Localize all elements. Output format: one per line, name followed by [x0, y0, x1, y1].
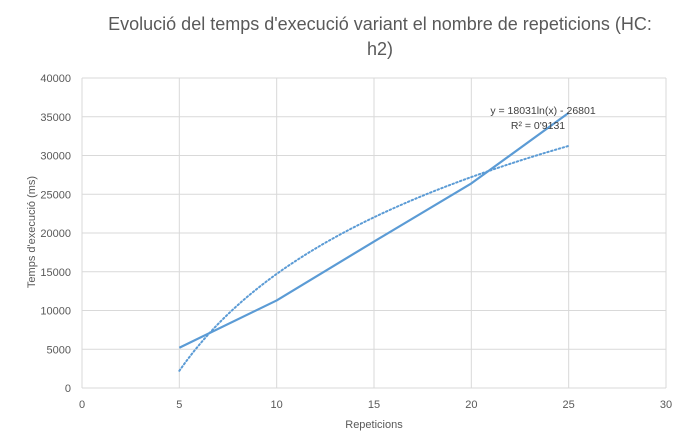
x-tick-label: 20 [465, 399, 477, 411]
trendline-r-squared: R² = 0'9131 [511, 120, 565, 132]
y-tick-label: 40000 [40, 73, 71, 85]
x-tick-label: 30 [660, 399, 672, 411]
chart-title-line2: h2) [367, 39, 393, 59]
x-tick-label: 10 [271, 399, 283, 411]
y-tick-label: 10000 [40, 306, 71, 318]
x-tick-label: 0 [79, 399, 85, 411]
y-axis-label: Temps d'execució (ms) [26, 176, 38, 288]
y-tick-label: 0 [65, 383, 71, 395]
y-tick-label: 5000 [47, 344, 71, 356]
x-tick-label: 25 [563, 399, 575, 411]
y-tick-label: 15000 [40, 267, 71, 279]
series-layer [178, 111, 570, 372]
x-tick-label: 5 [176, 399, 182, 411]
y-tick-label: 30000 [40, 151, 71, 163]
chart-title-line1: Evolució del temps d'execució variant el… [108, 14, 652, 34]
y-tick-label: 25000 [40, 189, 71, 201]
y-tick-label: 20000 [40, 228, 71, 240]
y-tick-label: 35000 [40, 112, 71, 124]
tick-layer: 0 5000 10000 15000 20000 25000 30000 35000 40000… [40, 73, 672, 411]
x-tick-label: 15 [368, 399, 380, 411]
grid-layer [81, 77, 667, 389]
x-axis-label: Repeticions [345, 419, 403, 431]
trendline-equation: y = 18031ln(x) - 26801 [490, 105, 596, 117]
trendline [178, 144, 570, 372]
